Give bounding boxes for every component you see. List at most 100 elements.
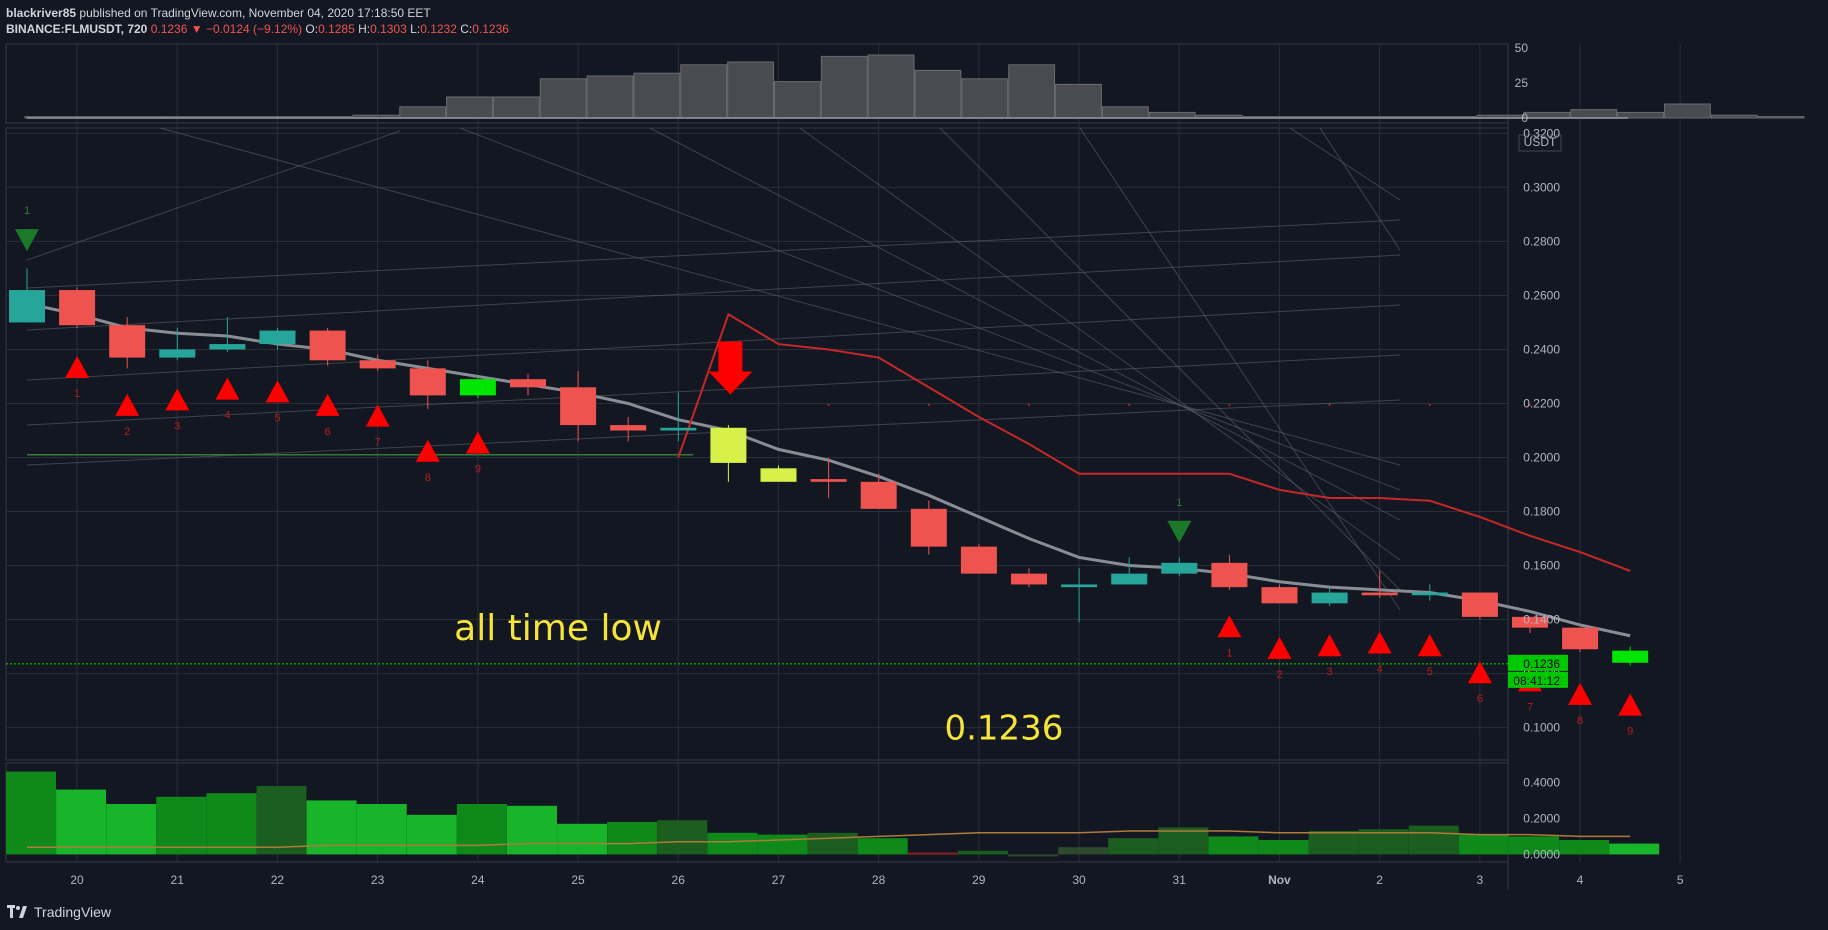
volume-profile-bar (1055, 83, 1102, 119)
price-axis[interactable]: USDT0.10000.12000.14000.16000.18000.2000… (1508, 41, 1568, 861)
oscillator-ma-line (27, 830, 1631, 848)
channel-line (649, 127, 1401, 521)
volume-profile-bar (1101, 106, 1149, 119)
sell-triangle-icon (415, 439, 440, 462)
oscillator-bar (256, 786, 307, 855)
oscillator-bar (507, 805, 557, 855)
sell-signal-count: 6 (1477, 693, 1483, 705)
candle-body (1261, 587, 1298, 604)
sell-signal-count: 4 (1377, 664, 1383, 676)
time-tick-label: 5 (1677, 873, 1684, 887)
sell-signal-count: 3 (1327, 666, 1333, 678)
symbol-name[interactable]: BINANCE:FLMUSDT, 720 (6, 22, 148, 36)
tradingview-logo-icon[interactable] (6, 903, 28, 921)
sell-signal-count: 8 (425, 472, 431, 484)
time-tick-label: 26 (672, 873, 686, 887)
buy-triangle-icon (15, 229, 39, 252)
sell-triangle-icon (1267, 636, 1292, 659)
red-dot (827, 403, 830, 406)
red-dot (1529, 403, 1531, 406)
candle-body (9, 290, 45, 323)
sell-signal-count: 9 (475, 464, 481, 476)
candle-body (1111, 573, 1148, 585)
volume-profile-bar (914, 69, 962, 119)
candle-body (1411, 592, 1448, 596)
time-tick-label: 3 (1476, 873, 1483, 887)
high-value: 0.1303 (370, 22, 407, 36)
channel-line (939, 127, 1401, 591)
oscillator-tick: 0.0000 (1523, 847, 1560, 861)
channel-line (1289, 127, 1401, 201)
high-label: H: (358, 22, 371, 36)
channel-lines (26, 127, 1401, 611)
oscillator-tick: 0.4000 (1523, 775, 1560, 789)
volume-profile-bar (820, 55, 868, 119)
candle-body (309, 330, 346, 361)
oscillator-bar (757, 834, 808, 855)
candle-body (1361, 592, 1398, 596)
volume-profile-bar (1757, 116, 1805, 119)
sell-triangle-icon (65, 356, 90, 379)
sell-signal-count: 1 (74, 388, 80, 400)
candle-body (1512, 616, 1548, 628)
candle-body (1311, 592, 1348, 604)
currency-badge (1518, 134, 1562, 152)
oscillator-bar (6, 771, 56, 855)
sell-signal-count: 5 (274, 412, 280, 424)
footer-brand[interactable]: TradingView (34, 904, 112, 920)
time-tick-label: 21 (171, 873, 185, 887)
candle-body (1612, 650, 1649, 663)
candle-body (810, 479, 847, 482)
candle-body (59, 290, 96, 326)
sell-signal-count: 1 (1226, 647, 1232, 659)
volume-profile-bar (680, 64, 728, 119)
candle-body (459, 379, 496, 396)
sell-triangle-icon (165, 388, 190, 411)
close-value: 0.1236 (472, 22, 509, 36)
oscillator-bar (156, 796, 207, 855)
sell-triangle-icon (1317, 634, 1342, 657)
red-dot (1228, 403, 1231, 406)
candle-body (1562, 627, 1599, 650)
oscillator-bar (106, 804, 157, 855)
sell-signal-count: 9 (1627, 726, 1633, 738)
sell-signal-count: 3 (174, 420, 180, 432)
volume-profile-bar (773, 81, 821, 119)
buy-signal-count: 1 (24, 205, 30, 217)
volume-profile-tick: 25 (1515, 76, 1529, 90)
oscillator-bar (607, 822, 658, 855)
candle-body (1461, 592, 1498, 617)
red-dot (1128, 403, 1131, 406)
volume-profile-tick: 50 (1515, 41, 1529, 55)
candle-body (560, 387, 597, 426)
time-tick-label: 24 (471, 873, 485, 887)
volume-profile-bar (867, 54, 915, 119)
buy-triangle-icon (1167, 520, 1192, 543)
author-name[interactable]: blackriver85 (6, 6, 77, 20)
annotations-layer: all time low 0.1236 (454, 608, 1063, 749)
oscillator-bar (1258, 840, 1309, 855)
oscillator-bar (1458, 834, 1509, 855)
sell-triangle-icon (1467, 661, 1492, 684)
channel-line (26, 219, 1401, 289)
oscillator-bar (1408, 825, 1459, 855)
low-value: 0.1232 (420, 22, 457, 36)
time-axis[interactable]: 20 21 22 23 24 25 26 27 28 29 30 31 Nov 2 3 4 5 (70, 873, 1684, 887)
price-tick-label: 0.1000 (1523, 721, 1560, 735)
candle-body (760, 468, 797, 482)
price-tick-label: 0.3200 (1523, 126, 1560, 140)
candle-body (710, 427, 747, 463)
sell-triangle-icon (1568, 682, 1593, 705)
oscillator-bar (1208, 836, 1259, 855)
volume-profile-bar (539, 78, 587, 119)
channel-line (1079, 127, 1401, 611)
oscillator-bar (807, 832, 858, 855)
sell-triangle-icon (215, 377, 240, 400)
time-tick-label: 2 (1376, 873, 1383, 887)
sell-triangle-icon (265, 380, 290, 403)
time-tick-label: 30 (1072, 873, 1086, 887)
oscillator-pane (6, 771, 1660, 857)
candle-body (409, 368, 446, 396)
price-tick-label: 0.2600 (1523, 288, 1560, 302)
